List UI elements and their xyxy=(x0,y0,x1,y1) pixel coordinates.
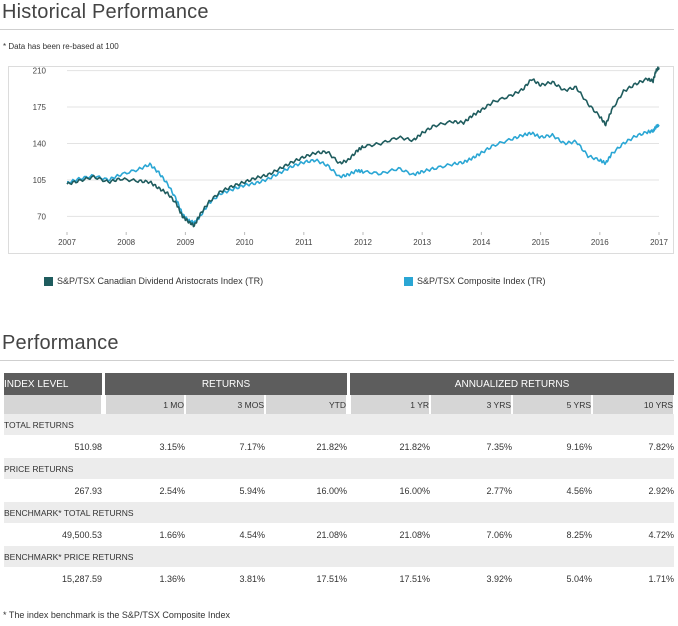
legend-label-composite: S&P/TSX Composite Index (TR) xyxy=(417,276,546,286)
performance-divider xyxy=(0,360,674,361)
cell-index-level: 49,500.53 xyxy=(4,523,102,546)
cell-1yr: 17.51% xyxy=(350,567,431,590)
chart-frame xyxy=(8,66,674,254)
y-tick-label: 70 xyxy=(37,212,46,221)
cell-1mo: 1.36% xyxy=(105,567,185,590)
series-line-composite xyxy=(66,123,660,225)
row-label-price-returns: PRICE RETURNS xyxy=(4,458,675,479)
row-label-total-returns: TOTAL RETURNS xyxy=(4,414,675,435)
x-tick-label: 2017 xyxy=(650,238,668,247)
cell-ytd: 21.82% xyxy=(265,435,348,458)
performance-title: Performance xyxy=(2,332,119,354)
cell-5yrs: 9.16% xyxy=(512,435,593,458)
header-annualized-returns: ANNUALIZED RETURNS xyxy=(350,373,675,395)
cell-1mo: 3.15% xyxy=(105,435,185,458)
cell-10yrs: 2.92% xyxy=(592,479,675,502)
subheader-ytd: YTD xyxy=(265,395,349,414)
rebase-note: * Data has been re-based at 100 xyxy=(3,42,119,51)
cell-ytd: 21.08% xyxy=(265,523,348,546)
cell-ytd: 16.00% xyxy=(265,479,348,502)
x-tick-label: 2011 xyxy=(295,238,313,247)
cell-3yrs: 7.35% xyxy=(430,435,513,458)
cell-index-level: 267.93 xyxy=(4,479,102,502)
cell-10yrs: 1.71% xyxy=(592,567,675,590)
subheader-1mo: 1 MO xyxy=(105,395,186,414)
cell-5yrs: 5.04% xyxy=(512,567,593,590)
subheader-3yrs: 3 YRS xyxy=(430,395,514,414)
cell-10yrs: 4.72% xyxy=(592,523,675,546)
performance-table: INDEX LEVEL RETURNS ANNUALIZED RETURNS 1… xyxy=(4,373,676,590)
y-tick-label: 175 xyxy=(33,103,47,112)
subheader-3mos: 3 MOS xyxy=(185,395,266,414)
x-tick-label: 2010 xyxy=(236,238,254,247)
cell-1mo: 1.66% xyxy=(105,523,185,546)
legend-swatch-aristocrats xyxy=(44,276,53,286)
cell-1yr: 21.82% xyxy=(350,435,431,458)
cell-5yrs: 8.25% xyxy=(512,523,593,546)
cell-index-level: 15,287.59 xyxy=(4,567,102,590)
x-tick-label: 2016 xyxy=(591,238,609,247)
x-tick-label: 2007 xyxy=(58,238,76,247)
cell-5yrs: 4.56% xyxy=(512,479,593,502)
table-row: 267.93 2.54% 5.94% 16.00% 16.00% 2.77% 4… xyxy=(4,479,675,502)
row-label-benchmark-price-returns: BENCHMARK* PRICE RETURNS xyxy=(4,546,675,567)
y-tick-label: 105 xyxy=(33,176,47,185)
title-divider xyxy=(0,29,674,30)
header-returns: RETURNS xyxy=(105,373,348,395)
subheader-1yr: 1 YR xyxy=(350,395,432,414)
cell-3yrs: 7.06% xyxy=(430,523,513,546)
header-index-level: INDEX LEVEL xyxy=(4,373,102,395)
cell-1mo: 2.54% xyxy=(105,479,185,502)
cell-3mos: 7.17% xyxy=(185,435,265,458)
cell-3mos: 3.81% xyxy=(185,567,265,590)
y-tick-label: 140 xyxy=(33,140,47,149)
cell-ytd: 17.51% xyxy=(265,567,348,590)
cell-3mos: 4.54% xyxy=(185,523,265,546)
table-row: 510.98 3.15% 7.17% 21.82% 21.82% 7.35% 9… xyxy=(4,435,675,458)
benchmark-footnote: * The index benchmark is the S&P/TSX Com… xyxy=(3,610,230,620)
legend-item-aristocrats: S&P/TSX Canadian Dividend Aristocrats In… xyxy=(44,276,263,286)
x-tick-label: 2013 xyxy=(413,238,431,247)
subheader-10yrs: 10 YRS xyxy=(592,395,676,414)
cell-3mos: 5.94% xyxy=(185,479,265,502)
table-row: 15,287.59 1.36% 3.81% 17.51% 17.51% 3.92… xyxy=(4,567,675,590)
legend-swatch-composite xyxy=(404,276,413,286)
legend-item-composite: S&P/TSX Composite Index (TR) xyxy=(404,276,546,286)
series-line-aristocrats xyxy=(66,66,660,228)
cell-3yrs: 2.77% xyxy=(430,479,513,502)
cell-1yr: 16.00% xyxy=(350,479,431,502)
x-tick-label: 2008 xyxy=(117,238,135,247)
historical-performance-title: Historical Performance xyxy=(2,1,209,23)
line-chart: 210 175 140 105 70 2007 2008 2009 2010 2011 2012 20… xyxy=(33,66,668,247)
row-label-benchmark-total-returns: BENCHMARK* TOTAL RETURNS xyxy=(4,502,675,523)
y-tick-label: 210 xyxy=(33,67,47,76)
x-tick-label: 2015 xyxy=(532,238,550,247)
cell-10yrs: 7.82% xyxy=(592,435,675,458)
x-tick-label: 2012 xyxy=(354,238,372,247)
subheader-5yrs: 5 YRS xyxy=(512,395,594,414)
cell-3yrs: 3.92% xyxy=(430,567,513,590)
cell-1yr: 21.08% xyxy=(350,523,431,546)
x-tick-label: 2009 xyxy=(177,238,195,247)
legend-label-aristocrats: S&P/TSX Canadian Dividend Aristocrats In… xyxy=(57,276,264,286)
cell-index-level: 510.98 xyxy=(4,435,102,458)
table-row: 49,500.53 1.66% 4.54% 21.08% 21.08% 7.06… xyxy=(4,523,675,546)
x-tick-label: 2014 xyxy=(473,238,491,247)
